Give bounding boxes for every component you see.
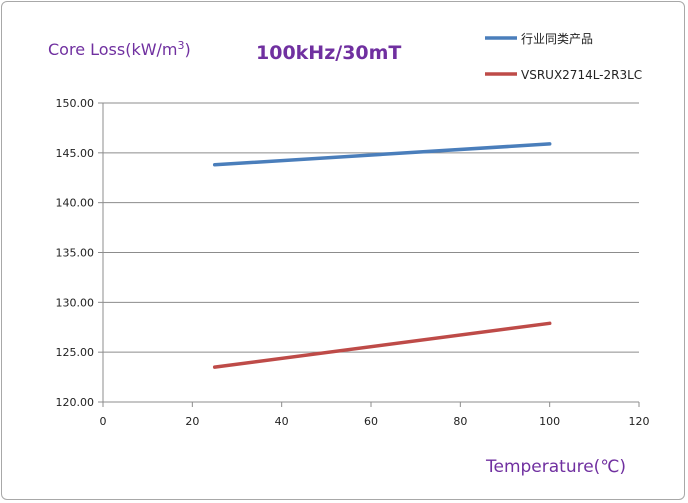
- x-tick-label: 20: [185, 415, 199, 428]
- x-tick-label: 0: [100, 415, 107, 428]
- gridlines: [98, 102, 640, 407]
- legend-label-1: 行业同类产品: [521, 32, 593, 46]
- x-tick-label: 120: [629, 415, 650, 428]
- y-axis-label: Core Loss(kW/m3): [48, 39, 191, 59]
- y-tick-label: 125.00: [56, 346, 95, 359]
- y-tick-label: 135.00: [56, 247, 95, 260]
- x-tick-labels: 0 20 40 60 80 100 120: [100, 415, 650, 428]
- y-tick-label: 150.00: [56, 97, 95, 110]
- data-series: [212, 142, 552, 369]
- y-tick-labels: 120.00 125.00 130.00 135.00 140.00 145.00 150.…: [56, 97, 95, 409]
- x-tick-label: 80: [453, 415, 467, 428]
- x-tick-label: 100: [539, 415, 560, 428]
- x-tick-label: 40: [275, 415, 289, 428]
- y-tick-label: 140.00: [56, 197, 95, 210]
- legend: 行业同类产品 VSRUX2714L-2R3LC: [485, 32, 642, 82]
- y-tick-label: 130.00: [56, 296, 95, 309]
- x-axis-label: Temperature(℃): [485, 457, 626, 477]
- chart-title: 100kHz/30mT: [256, 42, 401, 64]
- y-tick-label: 120.00: [56, 396, 95, 409]
- x-tick-label: 60: [364, 415, 378, 428]
- series-line-2: [212, 321, 552, 369]
- legend-label-2: VSRUX2714L-2R3LC: [521, 68, 642, 82]
- series-line-1: [212, 142, 552, 167]
- y-tick-label: 145.00: [56, 147, 95, 160]
